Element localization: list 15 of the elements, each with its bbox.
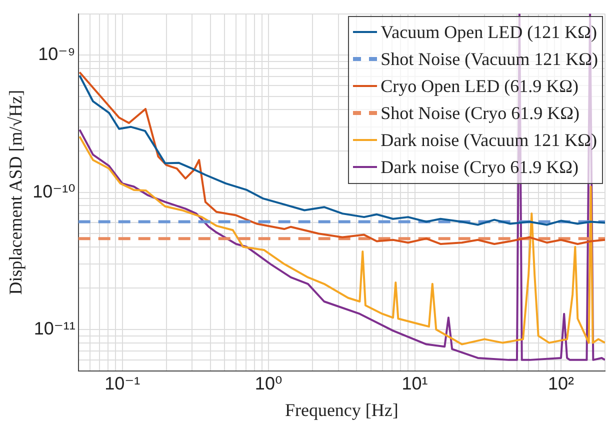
y-tick-label: 10⁻⁹	[38, 44, 76, 64]
y-tick-label: 10⁻¹⁰	[32, 181, 76, 202]
legend-label: Shot Noise (Cryo 61.9 KΩ)	[380, 102, 580, 125]
legend-label: Dark noise (Vacuum 121 KΩ)	[380, 128, 597, 152]
x-axis-title: Frequency [Hz]	[284, 400, 398, 420]
legend-label: Cryo Open LED (61.9 KΩ)	[380, 74, 578, 98]
y-axis-title: Displacement ASD [m/√Hz]	[6, 90, 26, 295]
x-tick-label: 10⁰	[254, 374, 282, 394]
legend-label: Shot Noise (Vacuum 121 KΩ)	[380, 48, 598, 71]
y-tick-label: 10⁻¹¹	[34, 318, 76, 338]
x-tick-label: 10¹	[402, 374, 428, 394]
legend-label: Vacuum Open LED (121 KΩ)	[380, 20, 597, 44]
x-tick-label: 10²	[548, 374, 574, 394]
legend-label: Dark noise (Cryo 61.9 KΩ)	[380, 156, 578, 179]
x-tick-label: 10⁻¹	[104, 374, 140, 394]
